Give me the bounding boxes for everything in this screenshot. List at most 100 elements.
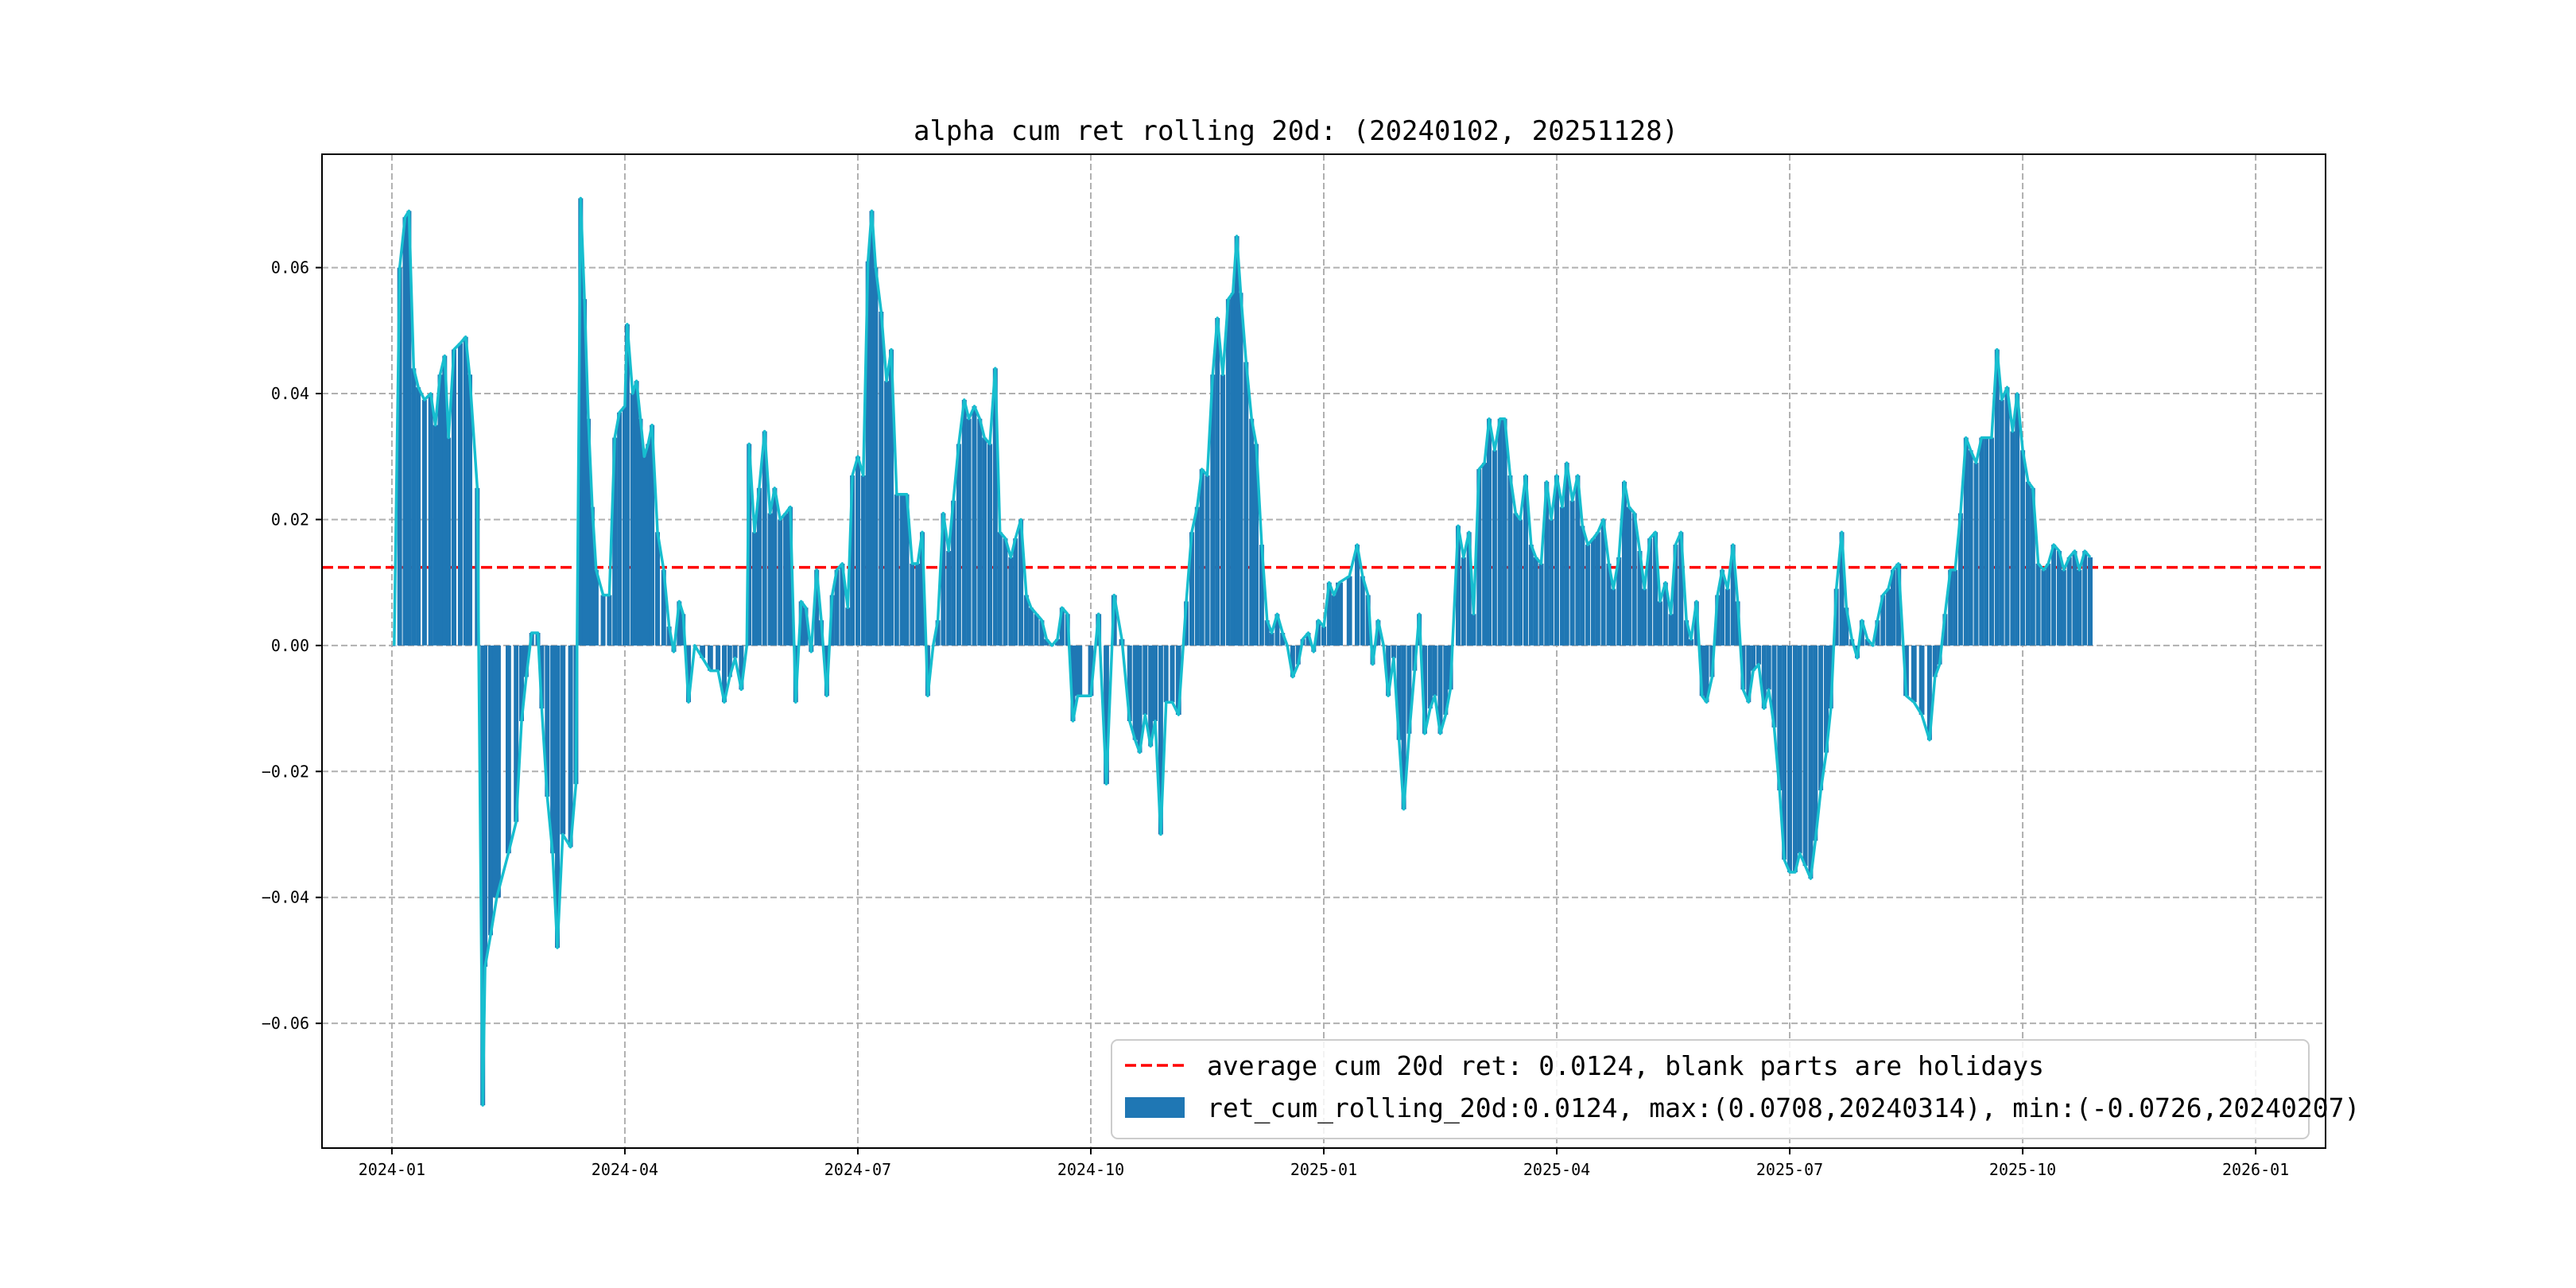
bar	[1631, 513, 1637, 646]
bar	[860, 475, 866, 646]
bar	[1926, 645, 1932, 740]
bar	[607, 595, 612, 646]
y-tick-label: 0.06	[271, 258, 309, 277]
bar	[1564, 463, 1569, 646]
bar	[1073, 645, 1083, 696]
bar	[1003, 538, 1008, 646]
bar	[2030, 487, 2035, 646]
x-tick-label: 2025-07	[1756, 1160, 1823, 1179]
bar	[578, 198, 584, 646]
x-tick-label: 2025-10	[1989, 1160, 2056, 1179]
bar	[624, 324, 630, 646]
bar	[1569, 500, 1575, 646]
bar	[677, 601, 682, 646]
bar	[1507, 475, 1513, 646]
chart-title: alpha cum ret rolling 20d: (20240102, 20…	[914, 115, 1678, 147]
x-tick-label: 2026-01	[2222, 1160, 2289, 1179]
bar	[1606, 563, 1612, 646]
bar	[1684, 620, 1690, 646]
bar	[589, 506, 595, 646]
bar	[1637, 551, 1643, 646]
bar	[1575, 475, 1581, 646]
bar	[767, 513, 773, 646]
bar	[1903, 645, 1909, 696]
bar	[987, 444, 992, 646]
bar	[1653, 532, 1658, 646]
bar	[1647, 538, 1653, 646]
bar	[634, 381, 639, 646]
bar	[1513, 513, 1519, 646]
bar	[492, 645, 501, 898]
bar	[416, 387, 421, 646]
bar	[1443, 645, 1449, 715]
y-tick-label: −0.02	[262, 762, 309, 781]
bar	[762, 431, 767, 646]
bar	[467, 374, 472, 646]
bar	[941, 513, 946, 646]
bar	[1580, 526, 1585, 646]
bar	[1911, 645, 1917, 703]
bar	[946, 551, 952, 646]
bar	[1595, 532, 1600, 646]
bar	[1243, 362, 1249, 646]
bar	[1264, 620, 1270, 646]
bar	[1963, 437, 1969, 646]
bar	[2004, 387, 2010, 646]
bar	[1104, 645, 1109, 785]
bar	[523, 645, 529, 677]
bar	[1290, 645, 1295, 677]
bar	[997, 532, 1003, 646]
bar	[899, 494, 905, 646]
bar	[2051, 545, 2057, 646]
bar	[1600, 519, 1606, 646]
bar	[1724, 588, 1730, 646]
bar	[1844, 607, 1849, 646]
bar	[869, 211, 875, 646]
bar	[788, 506, 793, 646]
bar	[1895, 563, 1902, 646]
bar	[1518, 519, 1523, 646]
bar	[612, 437, 618, 646]
y-tick-label: 0.00	[271, 636, 309, 655]
bar	[1761, 645, 1767, 709]
bar	[1249, 418, 1255, 646]
bar	[1055, 638, 1060, 646]
bar	[2010, 431, 2015, 646]
bar	[1070, 645, 1076, 721]
bar	[1456, 526, 1461, 646]
bar	[865, 261, 871, 646]
bar	[1059, 607, 1065, 646]
bar	[1642, 588, 1647, 646]
bar	[1942, 614, 1948, 646]
bar	[402, 217, 408, 646]
series-line	[393, 196, 2092, 1107]
bar	[889, 349, 894, 646]
bar	[1662, 582, 1668, 646]
bar	[1502, 418, 1507, 646]
bar	[617, 412, 623, 646]
bar	[961, 399, 967, 646]
bar	[884, 381, 890, 646]
bar	[894, 494, 899, 646]
bar	[411, 368, 417, 646]
bar	[1215, 318, 1220, 646]
bar	[1792, 645, 1798, 873]
bar	[2072, 551, 2077, 646]
bar	[2046, 563, 2051, 646]
bar	[1028, 607, 1034, 646]
bar	[1968, 450, 1973, 646]
bar	[506, 645, 511, 854]
bar	[463, 336, 468, 646]
bar	[1824, 645, 1829, 753]
bar	[1487, 418, 1492, 646]
bar	[1170, 645, 1175, 703]
bar	[873, 267, 879, 646]
bar	[442, 355, 448, 646]
bar	[915, 563, 921, 646]
bar	[1148, 645, 1154, 747]
bar	[1391, 645, 1396, 658]
bar	[935, 620, 941, 646]
bar	[1326, 582, 1332, 646]
bar	[514, 645, 519, 822]
bar	[2066, 557, 2072, 646]
